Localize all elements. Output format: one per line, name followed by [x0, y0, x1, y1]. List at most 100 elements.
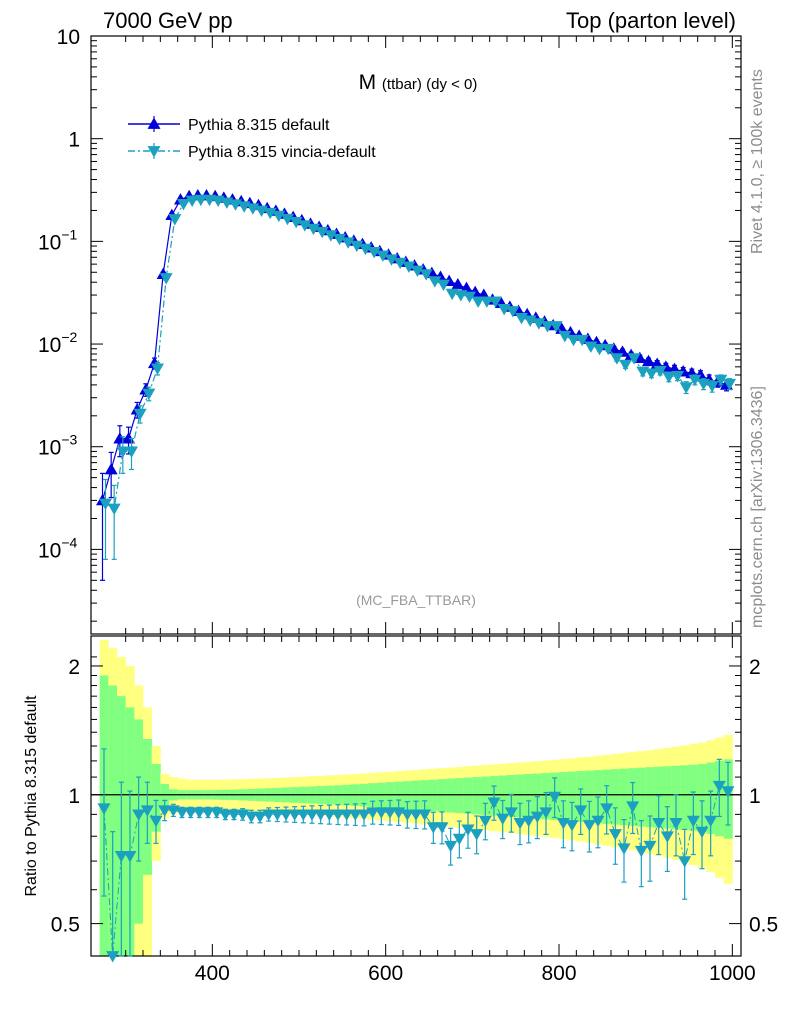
ratio-band-inner: [619, 768, 629, 826]
ratio-band-inner: [645, 767, 655, 828]
ratio-y-tick-label: 1: [68, 785, 80, 808]
ratio-band-inner: [637, 767, 647, 827]
x-tick-label: 800: [541, 962, 576, 985]
ratio-point: [288, 809, 302, 821]
ratio-point: [331, 809, 345, 821]
ratio-point: [686, 815, 700, 828]
ratio-y-tick-label-right: 1: [749, 785, 761, 808]
ratio-point: [652, 817, 666, 830]
data-point: [350, 240, 364, 253]
main-panel-frame: [90, 35, 742, 635]
ratio-point: [539, 807, 553, 819]
ratio-point: [296, 809, 310, 821]
ratio-y-tick-label-right: 2: [749, 656, 761, 679]
ratio-point: [262, 809, 276, 821]
data-point: [122, 432, 135, 444]
ratio-point: [704, 815, 718, 828]
data-point: [107, 503, 121, 516]
ratio-point: [253, 811, 267, 823]
ratio-band-inner: [680, 765, 690, 830]
ratio-y-tick-label-right: 0.5: [749, 914, 778, 937]
data-point: [627, 353, 641, 365]
data-point: [168, 214, 182, 226]
ratio-point: [591, 815, 605, 828]
ratio-point: [192, 807, 206, 819]
ratio-point: [218, 809, 232, 821]
ratio-band-inner: [446, 778, 456, 813]
ratio-band-inner: [108, 685, 118, 956]
ratio-point: [201, 807, 215, 819]
ratio-point: [357, 809, 371, 821]
ratio-point: [374, 807, 388, 819]
ratio-point: [227, 809, 241, 821]
data-point: [159, 273, 173, 285]
ratio-point: [132, 809, 146, 821]
ratio-point: [123, 850, 137, 863]
ratio-point: [634, 845, 648, 858]
data-point: [506, 306, 520, 318]
ratio-band-inner: [611, 769, 621, 825]
y-tick-label: 10: [57, 26, 80, 49]
y-tick-label: 1: [68, 129, 80, 152]
data-point: [298, 220, 312, 232]
data-point: [593, 343, 606, 356]
ratio-point: [435, 822, 449, 834]
ratio-point: [106, 951, 120, 963]
ratio-point: [114, 850, 128, 863]
data-point: [662, 371, 676, 384]
ratio-y-axis-label: Ratio to Pythia 8.315 default: [23, 695, 40, 897]
ratio-point: [712, 780, 726, 793]
data-point: [723, 378, 736, 391]
data-point: [116, 446, 130, 458]
data-point: [307, 223, 320, 236]
ratio-point: [270, 809, 284, 821]
ratio-y-tick-label: 2: [68, 656, 80, 679]
data-point: [558, 331, 572, 343]
data-point: [99, 498, 112, 510]
data-point: [601, 343, 615, 356]
y-tick-label: 10−1: [38, 226, 78, 254]
data-point: [315, 226, 329, 239]
data-point: [463, 291, 476, 304]
ratio-point: [383, 807, 397, 819]
data-point: [471, 296, 485, 308]
ratio-point: [513, 817, 527, 830]
data-point: [671, 370, 684, 383]
ratio-point: [695, 826, 709, 839]
ratio-band-inner: [697, 764, 707, 832]
data-point: [151, 363, 164, 375]
ratio-point: [626, 801, 640, 813]
data-point: [402, 261, 416, 273]
ratio-point: [530, 811, 544, 823]
legend-marker: [147, 117, 161, 129]
data-point: [185, 195, 199, 207]
data-point: [610, 353, 624, 365]
ratio-point: [470, 829, 484, 841]
data-point: [489, 296, 502, 308]
ratio-point: [487, 797, 501, 809]
data-point: [645, 368, 658, 380]
chart-title: M (ttbar) (dy < 0): [359, 71, 478, 94]
data-point: [688, 374, 702, 387]
data-point: [532, 318, 546, 330]
ratio-point: [608, 829, 622, 841]
ratio-point: [149, 815, 163, 828]
ratio-point: [522, 815, 536, 828]
ratio-band-inner: [663, 766, 673, 829]
y-tick-label: 10−3: [38, 432, 78, 460]
data-point: [393, 257, 407, 270]
data-point: [272, 210, 286, 223]
ratio-band-inner: [472, 777, 482, 815]
data-point: [194, 194, 208, 207]
rivet-label: Rivet 4.1.0, ≥ 100k events: [749, 69, 766, 254]
data-point: [541, 321, 554, 333]
data-point: [437, 279, 450, 292]
x-tick-label: 1000: [709, 962, 756, 985]
data-point: [341, 237, 355, 249]
ratio-point: [348, 809, 362, 821]
data-point: [133, 408, 147, 421]
data-point: [619, 359, 632, 372]
ratio-point: [478, 815, 492, 828]
ratio-band-inner: [429, 779, 439, 812]
